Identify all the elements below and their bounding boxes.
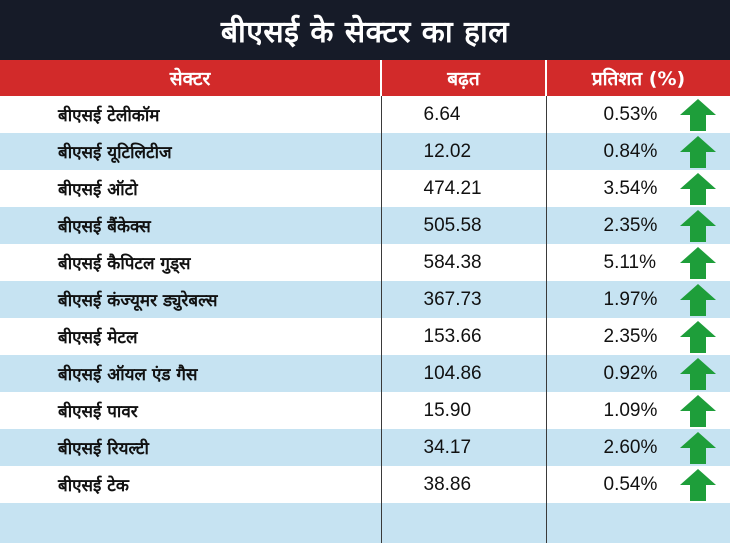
percent-cell: 0.54% — [546, 466, 730, 503]
percent-value: 0.92% — [603, 362, 658, 384]
up-arrow-icon — [679, 320, 716, 353]
sector-name: बीएसई यूटिलिटीज — [0, 133, 382, 170]
up-arrow-icon — [679, 209, 716, 242]
percent-cell: 2.60% — [546, 429, 730, 466]
percent-cell: 0.84% — [546, 133, 730, 170]
change-value: 38.86 — [381, 466, 547, 503]
change-value: 153.66 — [381, 318, 547, 355]
change-value: 367.73 — [381, 281, 547, 318]
column-header-change: बढ़त — [381, 60, 547, 96]
column-header-sector: सेक्टर — [0, 60, 382, 96]
change-value: 104.86 — [381, 355, 547, 392]
empty-cell — [546, 503, 730, 543]
table-row: बीएसई कैपिटल गुड्स 584.38 5.11% — [0, 244, 730, 281]
sector-name: बीएसई कंज्यूमर ड्युरेबल्स — [0, 281, 382, 318]
empty-cell — [0, 503, 382, 543]
percent-cell: 0.53% — [546, 96, 730, 133]
table-row: बीएसई यूटिलिटीज 12.02 0.84% — [0, 133, 730, 170]
percent-value: 0.54% — [603, 473, 658, 495]
up-arrow-icon — [679, 246, 716, 279]
up-arrow-icon — [679, 172, 716, 205]
sector-name: बीएसई पावर — [0, 392, 382, 429]
percent-value: 1.97% — [603, 288, 658, 310]
change-value: 474.21 — [381, 170, 547, 207]
table-row: बीएसई ऑयल एंड गैस 104.86 0.92% — [0, 355, 730, 392]
percent-value: 5.11% — [603, 251, 656, 273]
table-row: बीएसई टेक 38.86 0.54% — [0, 466, 730, 503]
percent-value: 0.53% — [603, 103, 658, 125]
percent-cell: 3.54% — [546, 170, 730, 207]
percent-cell: 2.35% — [546, 318, 730, 355]
percent-cell: 1.09% — [546, 392, 730, 429]
table-row: बीएसई ऑटो 474.21 3.54% — [0, 170, 730, 207]
percent-cell: 0.92% — [546, 355, 730, 392]
table-row: बीएसई मेटल 153.66 2.35% — [0, 318, 730, 355]
table-row: बीएसई बैंकेक्स 505.58 2.35% — [0, 207, 730, 244]
column-header-percent: प्रतिशत (%) — [546, 60, 730, 96]
sector-name: बीएसई ऑटो — [0, 170, 382, 207]
percent-cell: 5.11% — [546, 244, 730, 281]
table-row: बीएसई पावर 15.90 1.09% — [0, 392, 730, 429]
sector-name: बीएसई ऑयल एंड गैस — [0, 355, 382, 392]
up-arrow-icon — [679, 135, 716, 168]
table-row: बीएसई कंज्यूमर ड्युरेबल्स 367.73 1.97% — [0, 281, 730, 318]
sector-name: बीएसई रियल्टी — [0, 429, 382, 466]
empty-row — [0, 503, 730, 543]
change-value: 6.64 — [381, 96, 547, 133]
change-value: 505.58 — [381, 207, 547, 244]
column-header-row: सेक्टर बढ़त प्रतिशत (%) — [0, 60, 730, 96]
percent-value: 3.54% — [603, 177, 658, 199]
percent-cell: 2.35% — [546, 207, 730, 244]
percent-value: 2.35% — [603, 325, 658, 347]
sector-name: बीएसई टेलीकॉम — [0, 96, 382, 133]
up-arrow-icon — [679, 283, 716, 316]
percent-value: 1.09% — [603, 399, 658, 421]
change-value: 584.38 — [381, 244, 547, 281]
up-arrow-icon — [679, 468, 716, 501]
up-arrow-icon — [679, 357, 716, 390]
empty-cell — [381, 503, 547, 543]
chart-title: बीएसई के सेक्टर का हाल — [0, 0, 730, 60]
percent-value: 2.60% — [603, 436, 658, 458]
sector-name: बीएसई मेटल — [0, 318, 382, 355]
up-arrow-icon — [679, 98, 716, 131]
sector-name: बीएसई टेक — [0, 466, 382, 503]
up-arrow-icon — [679, 431, 716, 464]
sector-table: सेक्टर बढ़त प्रतिशत (%) बीएसई टेलीकॉम 6.6… — [0, 60, 730, 543]
table-row: बीएसई रियल्टी 34.17 2.60% — [0, 429, 730, 466]
percent-value: 2.35% — [603, 214, 658, 236]
table-row: बीएसई टेलीकॉम 6.64 0.53% — [0, 96, 730, 133]
change-value: 15.90 — [381, 392, 547, 429]
sector-name: बीएसई कैपिटल गुड्स — [0, 244, 382, 281]
change-value: 12.02 — [381, 133, 547, 170]
change-value: 34.17 — [381, 429, 547, 466]
up-arrow-icon — [679, 394, 716, 427]
sector-name: बीएसई बैंकेक्स — [0, 207, 382, 244]
percent-value: 0.84% — [603, 140, 658, 162]
percent-cell: 1.97% — [546, 281, 730, 318]
